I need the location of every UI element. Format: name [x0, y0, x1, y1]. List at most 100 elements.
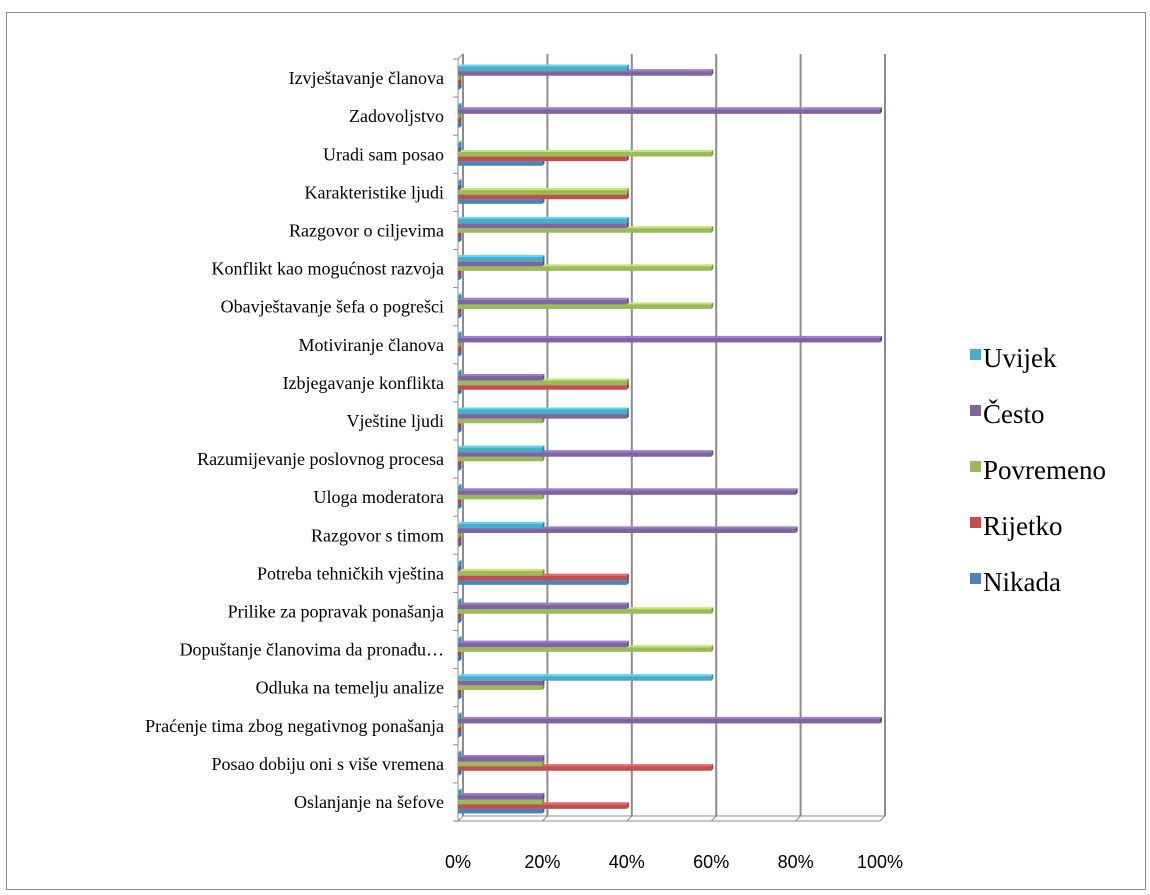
bar-front-face — [458, 728, 460, 733]
bar-front-face — [458, 799, 543, 805]
bar-front-face — [458, 151, 712, 157]
bar-front-face — [458, 638, 460, 643]
legend-label: Povremeno — [983, 455, 1106, 485]
bar-end-face — [459, 140, 462, 148]
bar-end-face — [459, 293, 462, 300]
bar-end-face — [459, 483, 462, 491]
bar-front-face — [458, 84, 460, 90]
bar — [458, 293, 462, 300]
bar-front-face — [458, 113, 460, 119]
category-label: Izbjegavanje konflikta — [283, 373, 444, 393]
bar-front-face — [458, 156, 627, 162]
bar-front-face — [458, 104, 460, 110]
axis-depth-top — [457, 53, 464, 60]
category-label: Oslanjanje na šefove — [294, 792, 444, 812]
gridline-floor — [879, 815, 886, 822]
bar-end-face — [711, 264, 714, 271]
bar-front-face — [458, 618, 460, 623]
category-label: Potreba tehničkih vještina — [257, 563, 444, 583]
bar-front-face — [458, 190, 627, 195]
bar-end-face — [459, 788, 462, 796]
gridline-floor — [626, 815, 633, 822]
bar-front-face — [458, 761, 543, 767]
bar-top-face — [458, 107, 882, 110]
bar-end-face — [459, 535, 462, 543]
bar-front-face — [458, 766, 712, 771]
bar-front-face — [458, 452, 712, 457]
bar-front-face — [458, 71, 712, 76]
bar-front-face — [458, 223, 627, 229]
bar-front-face — [458, 490, 796, 495]
bar-front-face — [458, 465, 460, 471]
bar — [458, 445, 545, 453]
bar-end-face — [459, 102, 462, 110]
bar-end-face — [880, 716, 882, 724]
bar-front-face — [458, 456, 543, 462]
bar-front-face — [458, 414, 627, 419]
category-label: Vještine ljudi — [347, 411, 445, 431]
bar — [458, 149, 714, 157]
bar-end-face — [542, 797, 545, 805]
bar-end-face — [711, 69, 714, 76]
bar-end-face — [626, 407, 629, 415]
bar-front-face — [458, 118, 460, 124]
bar — [458, 640, 629, 648]
bar-top-face — [458, 750, 462, 753]
bar-front-face — [458, 389, 460, 395]
category-label: Izvještavanje članova — [289, 68, 444, 88]
bar-chart: Oslanjanje na šefove Posao dobiju oni s v… — [145, 53, 1106, 872]
bar-end-face — [711, 764, 714, 771]
legend-item: Uvijek — [970, 343, 1057, 373]
category-label: Motiviranje članova — [299, 335, 444, 355]
bar-end-face — [459, 502, 462, 509]
bar-end-face — [542, 259, 545, 267]
bar-front-face — [458, 714, 460, 719]
category-label: Dopuštanje članovima da pronađu… — [180, 640, 444, 660]
bar-top-face — [458, 788, 462, 791]
bar-front-face — [458, 275, 460, 281]
bar-front-face — [458, 528, 796, 533]
gridline-floor — [542, 815, 548, 822]
bar-front-face — [458, 756, 543, 762]
category-label: Zadovoljstvo — [349, 106, 444, 126]
legend-label: Uvijek — [983, 343, 1057, 373]
bar-front-face — [458, 523, 543, 529]
bar-front-face — [458, 66, 627, 72]
bar-end-face — [626, 221, 629, 229]
bar-front-face — [458, 261, 543, 267]
bar-front-face — [458, 295, 460, 300]
bar-front-face — [458, 723, 460, 729]
bar-end-face — [459, 726, 462, 733]
bar-front-face — [458, 485, 460, 491]
bar — [458, 483, 462, 491]
bar-front-face — [458, 685, 543, 690]
bar-end-face — [459, 540, 462, 547]
bar-front-face — [458, 142, 460, 148]
bar-front-face — [458, 180, 460, 186]
bar — [458, 107, 882, 114]
bar-front-face — [458, 375, 543, 381]
gridline-floor — [795, 815, 801, 822]
bar-end-face — [459, 178, 462, 186]
bar — [458, 216, 629, 224]
bar-front-face — [458, 676, 712, 681]
bar-front-face — [458, 580, 627, 585]
bar-top-face — [458, 369, 462, 372]
bar-top-face — [458, 559, 462, 562]
bar — [458, 712, 462, 719]
bar-top-face — [458, 712, 462, 715]
bar-end-face — [459, 654, 462, 662]
bar-top-face — [458, 674, 714, 677]
bar-front-face — [458, 347, 460, 352]
bar-end-face — [459, 349, 462, 357]
bar — [458, 754, 545, 762]
bar — [458, 64, 629, 72]
bar-front-face — [458, 532, 460, 538]
bar-front-face — [458, 228, 712, 233]
bar-end-face — [459, 82, 462, 90]
bar-top-face — [458, 216, 629, 219]
bar-front-face — [458, 304, 712, 309]
bar-front-face — [458, 270, 460, 276]
x-tick-label: 20% — [524, 852, 560, 872]
bar-front-face — [458, 694, 460, 700]
